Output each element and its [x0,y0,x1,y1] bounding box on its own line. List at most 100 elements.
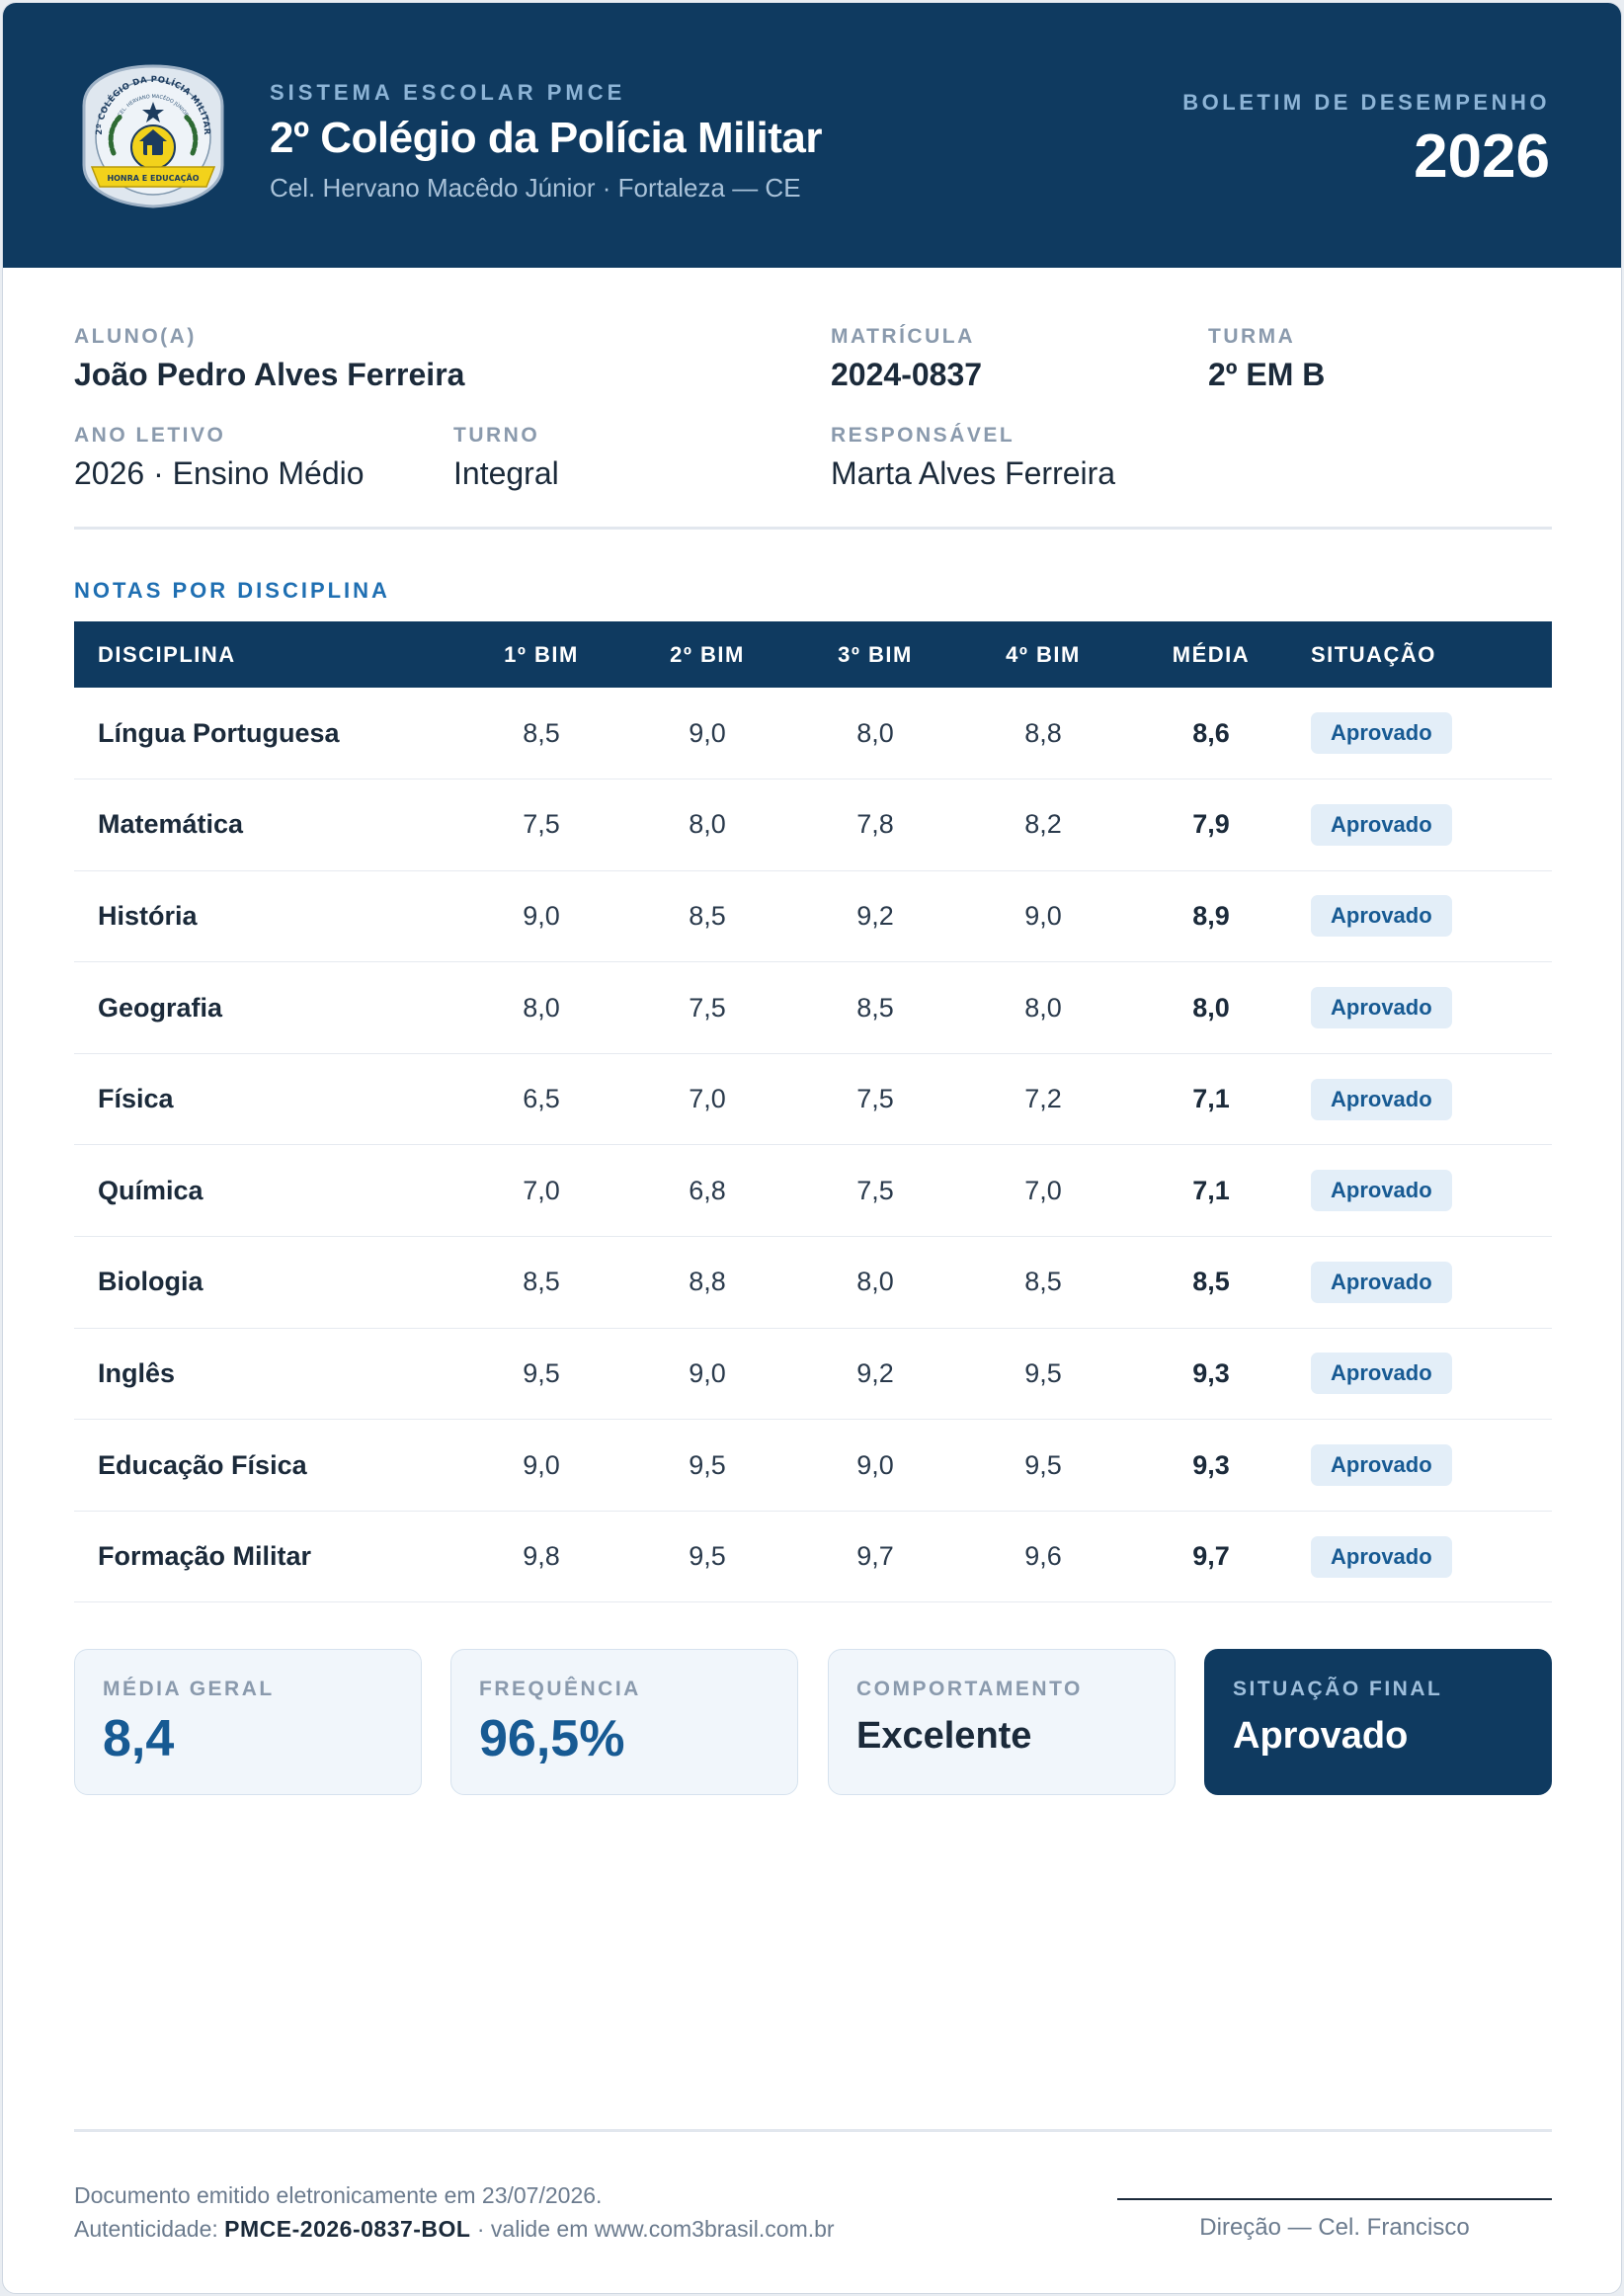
bim3-cell: 8,0 [856,717,894,748]
status-cell: Aprovado [1295,1511,1552,1602]
bim4-cell: 8,5 [1024,1267,1062,1297]
header-subject: DISCIPLINA [98,641,236,667]
table-row: Formação Militar 9,8 9,5 9,7 9,6 9,7 Aprovado [74,1511,1552,1602]
bim2-cell: 9,5 [689,1449,726,1480]
status-cell: Aprovado [1295,870,1552,962]
student-name-field: ALUNO(A) João Pedro Alves Ferreira [74,325,464,393]
table-row: Biologia 8,5 8,8 8,0 8,5 8,5 Aprovado [74,1237,1552,1329]
school-info: SISTEMA ESCOLAR PMCE 2º Colégio da Políc… [270,80,823,204]
bim2-cell: 8,8 [689,1267,726,1297]
status-badge: Aprovado [1311,1078,1452,1120]
attendance-label: FREQUÊNCIA [479,1678,641,1700]
average-cell: 8,6 [1192,717,1230,748]
registration-label: MATRÍCULA [831,325,975,348]
bim1-cell: 8,5 [523,717,560,748]
table-header-row: DISCIPLINA 1º BIM 2º BIM 3º BIM 4º BIM M… [74,621,1552,688]
student-name: João Pedro Alves Ferreira [74,357,465,392]
bim3-cell: 7,5 [856,1175,894,1205]
school-subtitle: Cel. Hervano Macêdo Júnior · Fortaleza —… [270,173,801,203]
subject-cell: Biologia [98,1267,203,1297]
header-status: SITUAÇÃO [1311,641,1436,667]
subject-cell: Geografia [98,992,223,1023]
bim4-cell: 9,6 [1024,1541,1062,1572]
svg-text:HONRA E EDUCAÇÃO: HONRA E EDUCAÇÃO [107,173,199,183]
table-row: Física 6,5 7,0 7,5 7,2 7,1 Aprovado [74,1053,1552,1145]
bim2-cell: 6,8 [689,1175,726,1205]
status-cell: Aprovado [1295,1053,1552,1145]
school-year-value: 2026 · Ensino Médio [74,455,365,491]
bim2-cell: 7,5 [689,992,726,1023]
school-year-field: ANO LETIVO 2026 · Ensino Médio [74,424,365,492]
status-badge: Aprovado [1311,1353,1452,1395]
student-name-label: ALUNO(A) [74,325,197,348]
status-badge: Aprovado [1311,1535,1452,1578]
bim4-cell: 8,8 [1024,717,1062,748]
status-cell: Aprovado [1295,1237,1552,1329]
bim1-cell: 9,0 [523,900,560,931]
behavior-card: COMPORTAMENTO Excelente [828,1649,1176,1795]
average-cell: 7,1 [1192,1175,1230,1205]
bim2-cell: 8,5 [689,900,726,931]
header-bim1: 1º BIM [504,641,579,667]
bim3-cell: 8,0 [856,1267,894,1297]
status-cell: Aprovado [1295,962,1552,1054]
bim4-cell: 7,2 [1024,1084,1062,1114]
signature-name: Direção — Cel. Francisco [1199,2214,1470,2241]
attendance-card: FREQUÊNCIA 96,5% [450,1649,798,1795]
school-crest-icon: 2º COLÉGIO DA POLÍCIA MILITAR CEL. HERVA… [82,64,224,208]
bim4-cell: 9,0 [1024,900,1062,931]
subject-cell: História [98,900,198,931]
bim4-cell: 8,2 [1024,809,1062,840]
average-cell: 9,3 [1192,1357,1230,1388]
signature-line [1117,2198,1552,2200]
status-badge: Aprovado [1311,895,1452,938]
bim1-cell: 6,5 [523,1084,560,1114]
class-field: TURMA 2º EM B [1208,325,1325,393]
bim3-cell: 8,5 [856,992,894,1023]
subject-cell: Formação Militar [98,1541,312,1572]
status-cell: Aprovado [1295,779,1552,871]
report-label: BOLETIM DE DESEMPENHO [1182,90,1550,115]
guardian-label: RESPONSÁVEL [831,424,1015,447]
status-cell: Aprovado [1295,1328,1552,1420]
table-row: História 9,0 8,5 9,2 9,0 8,9 Aprovado [74,870,1552,962]
table-row: Química 7,0 6,8 7,5 7,0 7,1 Aprovado [74,1145,1552,1237]
status-badge: Aprovado [1311,1170,1452,1212]
registration-value: 2024-0837 [831,357,983,392]
status-cell: Aprovado [1295,688,1552,779]
grades-section-title: NOTAS POR DISCIPLINA [74,578,390,603]
report-year: 2026 [1414,123,1550,191]
status-badge: Aprovado [1311,803,1452,846]
bim1-cell: 7,5 [523,809,560,840]
bim4-cell: 7,0 [1024,1175,1062,1205]
average-cell: 7,1 [1192,1084,1230,1114]
subject-cell: Língua Portuguesa [98,717,340,748]
class-label: TURMA [1208,325,1296,348]
footer-info: Documento emitido eletronicamente em 23/… [74,2178,835,2246]
table-row: Inglês 9,5 9,0 9,2 9,5 9,3 Aprovado [74,1328,1552,1420]
average-label: MÉDIA GERAL [103,1678,275,1700]
bim2-cell: 9,5 [689,1541,726,1572]
shift-label: TURNO [453,424,540,447]
status-cell: Aprovado [1295,1420,1552,1512]
bim3-cell: 9,7 [856,1541,894,1572]
bim2-cell: 9,0 [689,1357,726,1388]
bim1-cell: 8,0 [523,992,560,1023]
shift-field: TURNO Integral [453,424,559,492]
status-badge: Aprovado [1311,1444,1452,1487]
bim1-cell: 9,8 [523,1541,560,1572]
bim2-cell: 9,0 [689,717,726,748]
behavior-label: COMPORTAMENTO [856,1678,1083,1700]
footer-divider [74,2129,1552,2132]
average-card: MÉDIA GERAL 8,4 [74,1649,422,1795]
average-cell: 8,0 [1192,992,1230,1023]
final-status-value: Aprovado [1233,1715,1409,1757]
final-status-label: SITUAÇÃO FINAL [1233,1678,1443,1700]
bim1-cell: 9,5 [523,1357,560,1388]
school-name: 2º Colégio da Polícia Militar [270,114,823,162]
authenticity-line: Autenticidade: PMCE-2026-0837-BOL · vali… [74,2212,835,2246]
table-row: Geografia 8,0 7,5 8,5 8,0 8,0 Aprovado [74,962,1552,1054]
behavior-value: Excelente [856,1715,1032,1757]
subject-cell: Física [98,1084,174,1114]
header-bim3: 3º BIM [838,641,913,667]
